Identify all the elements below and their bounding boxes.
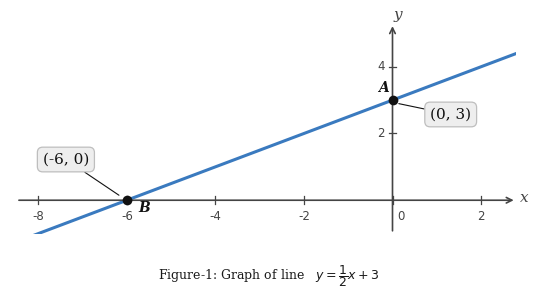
Text: -4: -4 xyxy=(209,210,221,223)
Text: 2: 2 xyxy=(477,210,485,223)
Text: y: y xyxy=(393,8,402,22)
Text: 0: 0 xyxy=(397,210,404,223)
Text: (-6, 0): (-6, 0) xyxy=(43,152,119,195)
Text: (0, 3): (0, 3) xyxy=(399,104,471,121)
Text: 2: 2 xyxy=(377,127,385,140)
Text: 4: 4 xyxy=(377,60,385,73)
Text: x: x xyxy=(520,191,529,205)
Text: Figure-1: Graph of line   $y=\dfrac{1}{2}x+3$: Figure-1: Graph of line $y=\dfrac{1}{2}x… xyxy=(158,263,380,289)
Text: B: B xyxy=(138,201,150,215)
Text: -2: -2 xyxy=(298,210,310,223)
Text: -8: -8 xyxy=(32,210,44,223)
Text: A: A xyxy=(378,81,389,95)
Text: -6: -6 xyxy=(121,210,133,223)
